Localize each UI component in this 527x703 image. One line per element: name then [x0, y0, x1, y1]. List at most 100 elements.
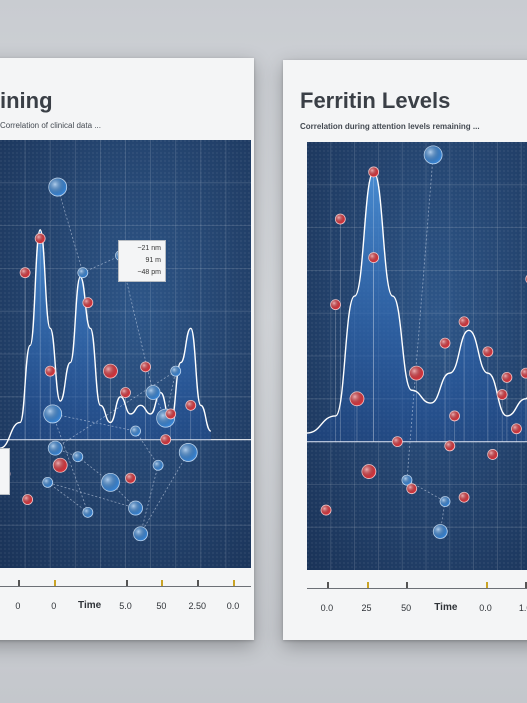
connector-line — [47, 482, 136, 509]
plot-area — [307, 142, 527, 570]
connector-line — [82, 255, 121, 274]
area-fill — [307, 171, 527, 442]
data-point-shine — [321, 505, 332, 516]
right-chart-card: Ferritin Levels Correlation during atten… — [283, 60, 527, 640]
x-tick-label: 0.0 — [226, 601, 240, 611]
plot-area: ~21 nm 91 m ~48 pm — [0, 140, 251, 568]
connector-line — [52, 413, 89, 513]
data-point-shine — [440, 496, 451, 507]
data-point-shine — [103, 364, 118, 379]
connector-line — [406, 479, 446, 502]
data-point-shine — [170, 366, 181, 377]
data-point-shine — [53, 458, 68, 473]
data-point-shine — [459, 492, 470, 503]
data-point-shine — [165, 408, 176, 419]
x-tick-label: 0 — [15, 601, 21, 611]
x-tick-mark — [233, 580, 236, 586]
legend-entry: ~21 nm — [137, 245, 161, 252]
x-tick-label: 1.0 — [518, 603, 527, 613]
chart-svg — [0, 140, 251, 568]
data-point-shine — [185, 400, 196, 411]
chart-subtitle: Correlation during attention levels rema… — [300, 122, 480, 131]
connector-line — [57, 186, 84, 273]
connector-line — [47, 482, 89, 513]
x-tick-label: 25 — [361, 603, 372, 613]
data-point-shine — [349, 391, 364, 406]
x-tick-mark — [406, 582, 409, 588]
data-point-shine — [82, 507, 93, 518]
data-point-shine — [160, 434, 171, 445]
data-point-shine — [424, 145, 443, 164]
x-tick-mark — [17, 580, 20, 586]
x-axis: 0.0 25 50 0.0 1.0 Time — [307, 570, 527, 630]
data-point-shine — [35, 233, 46, 244]
data-point-shine — [511, 423, 522, 434]
x-axis-line — [0, 586, 251, 587]
data-point-shine — [444, 440, 455, 451]
data-point-shine — [140, 361, 151, 372]
x-axis-title: Time — [434, 602, 458, 613]
x-tick-mark — [53, 580, 56, 586]
data-point-shine — [77, 267, 88, 278]
x-tick-mark — [326, 582, 329, 588]
data-point-shine — [409, 366, 424, 381]
legend: ~21 nm 91 m ~48 pm — [118, 240, 166, 282]
data-point-shine — [72, 451, 83, 462]
data-point-shine — [449, 410, 460, 421]
data-point-shine — [487, 449, 498, 460]
area-fill — [0, 229, 211, 449]
x-tick-label: 0 — [51, 601, 57, 611]
data-point-shine — [392, 436, 403, 447]
data-point-shine — [335, 214, 346, 225]
chart-subtitle: Correlation of clinical data ... — [0, 121, 101, 130]
series-line — [0, 229, 212, 449]
x-tick-label: 2.50 — [188, 601, 206, 611]
data-point-shine — [459, 316, 470, 327]
data-point-shine — [22, 494, 33, 505]
data-point-shine — [368, 166, 379, 177]
data-point-shine — [125, 473, 136, 484]
data-point-shine — [48, 441, 63, 456]
data-point-shine — [146, 385, 161, 400]
data-point-shine — [433, 524, 448, 539]
data-point-shine — [368, 252, 379, 263]
x-tick-label: 0.0 — [479, 603, 492, 613]
data-point-shine — [501, 372, 512, 383]
x-tick-mark — [161, 580, 164, 586]
data-point-shine — [440, 338, 451, 349]
x-tick-label: 5.0 — [119, 601, 132, 611]
data-point-shine — [330, 299, 341, 310]
x-tick-label: 50 — [401, 603, 412, 613]
data-point-shine — [520, 368, 527, 379]
x-tick-mark — [525, 582, 527, 588]
data-point-shine — [101, 473, 120, 492]
legend-entry: 91 m — [145, 257, 161, 264]
x-tick-label: 0.0 — [320, 603, 334, 613]
data-point-shine — [497, 389, 508, 400]
overlay-tab — [0, 448, 10, 495]
left-chart-card: ining Correlation of clinical data ... ~… — [0, 58, 254, 640]
data-point-shine — [133, 526, 148, 541]
data-point-shine — [482, 346, 493, 357]
data-point-shine — [20, 267, 31, 278]
x-axis-title: Time — [78, 600, 102, 611]
data-point-shine — [42, 477, 53, 488]
chart-title: Ferritin Levels — [300, 88, 451, 113]
data-point-shine — [361, 464, 376, 479]
data-point-shine — [406, 483, 417, 494]
data-point-shine — [128, 501, 143, 516]
data-point-shine — [130, 426, 141, 437]
data-point-shine — [45, 366, 56, 377]
x-tick-mark — [125, 580, 128, 586]
data-point-shine — [153, 460, 164, 471]
connector-line — [135, 430, 159, 466]
x-axis-line — [307, 588, 527, 589]
data-point-shine — [43, 404, 62, 423]
data-point-shine — [82, 297, 93, 308]
series-line — [307, 171, 527, 434]
data-point-shine — [120, 387, 131, 398]
chart-svg — [307, 142, 527, 570]
x-tick-mark — [197, 580, 200, 586]
data-point-shine — [48, 178, 67, 197]
chart-title: ining — [0, 88, 53, 113]
